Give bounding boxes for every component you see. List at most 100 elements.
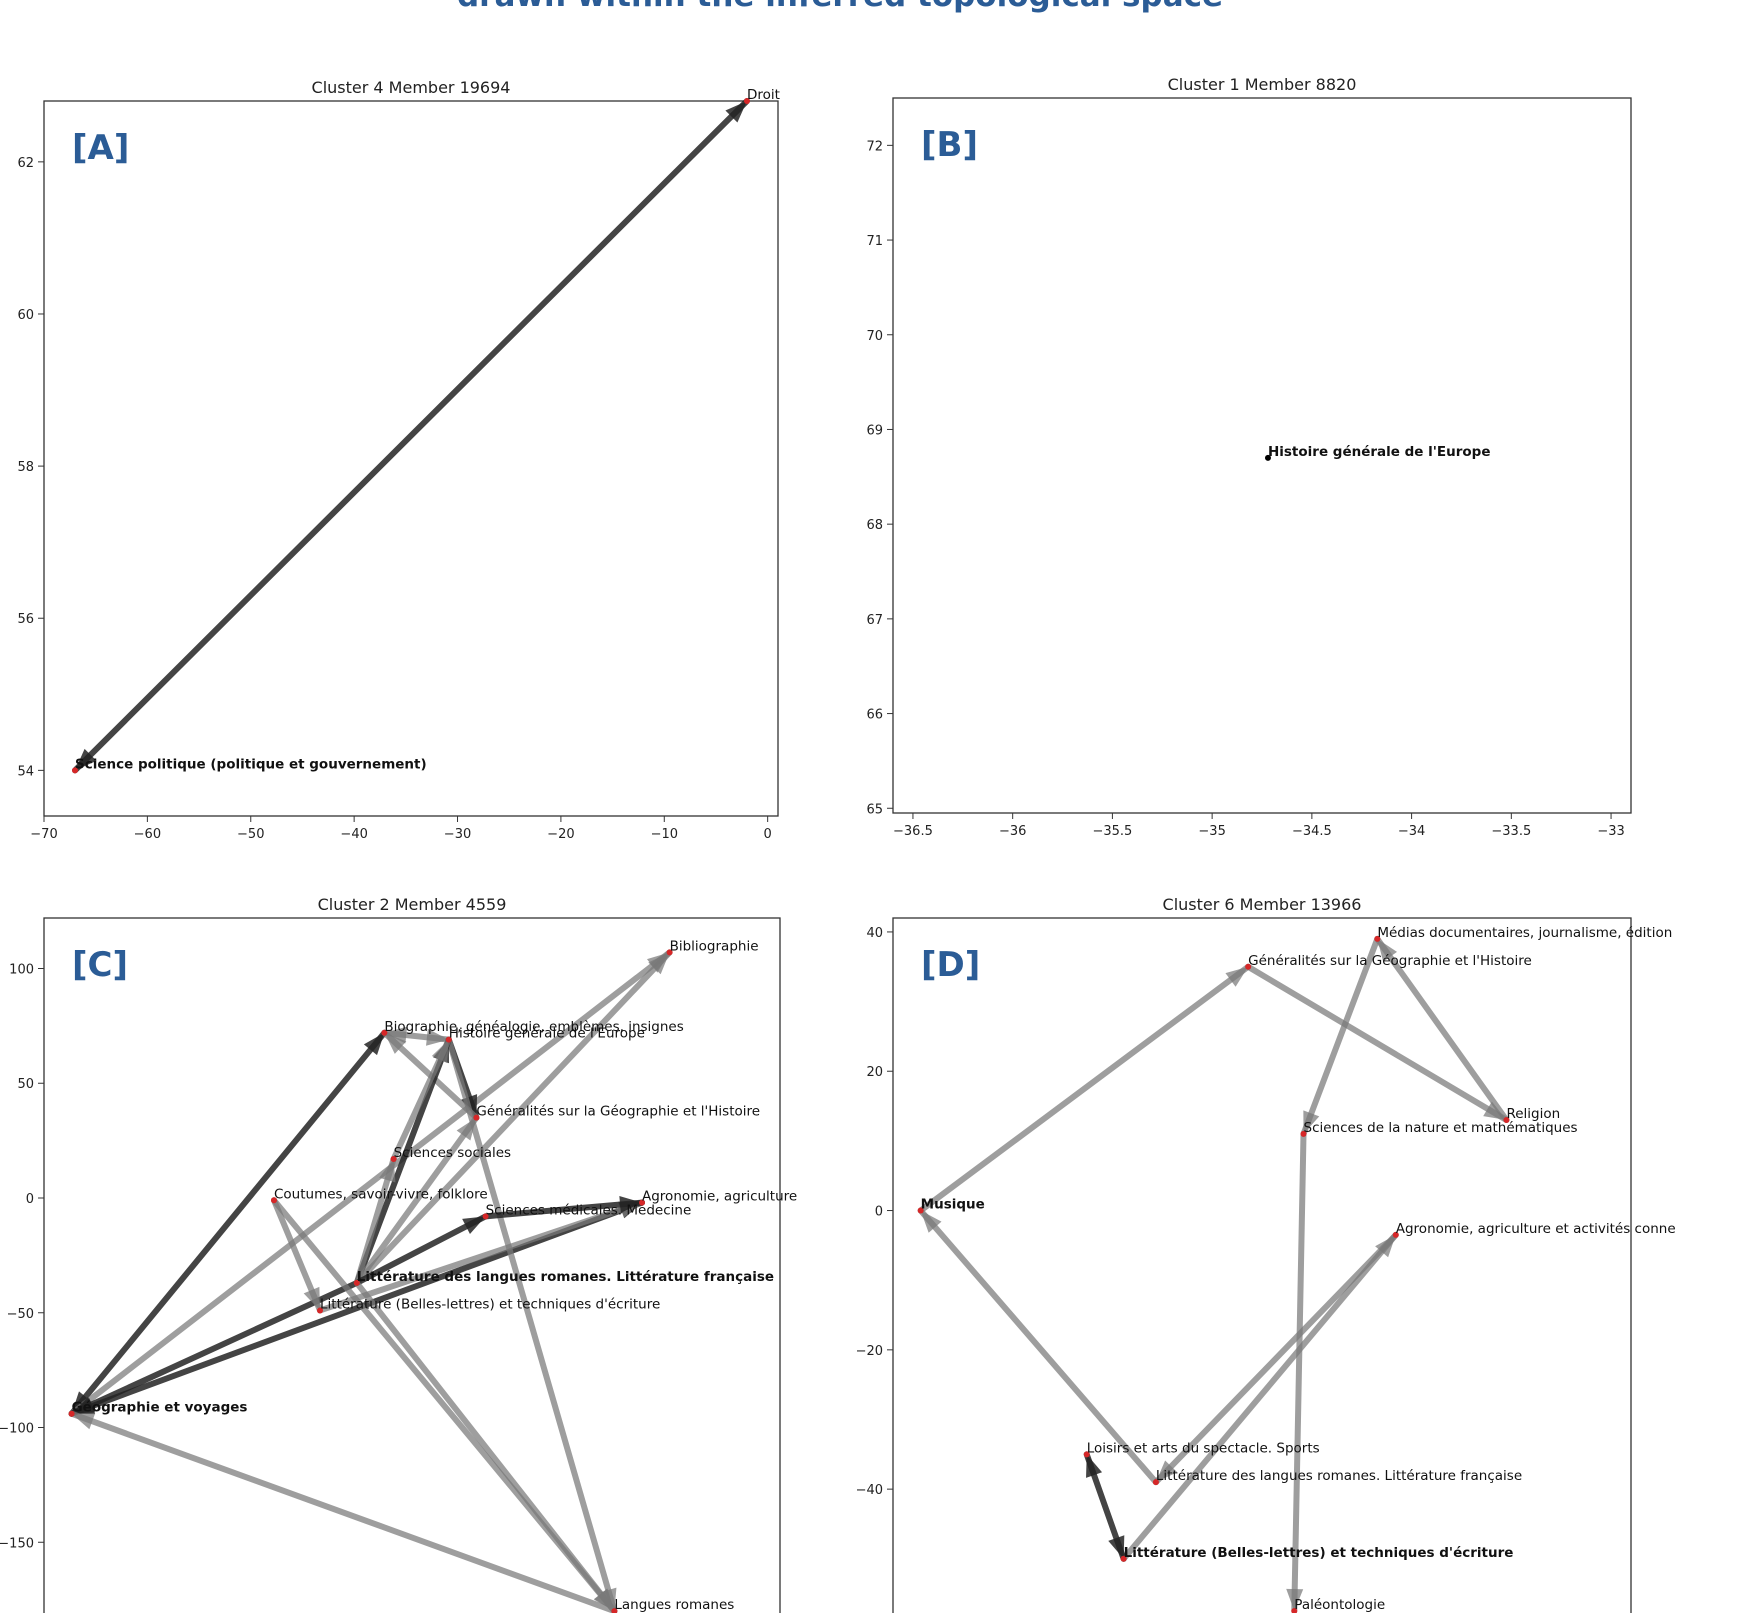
network-edge <box>72 98 750 774</box>
panel-title: Cluster 1 Member 8820 <box>1168 75 1357 94</box>
edge-arrowhead <box>462 1216 486 1235</box>
node-label: Paléontologie <box>1294 1597 1385 1613</box>
network-edge <box>1245 963 1510 1123</box>
edge-arrowhead <box>1377 938 1398 962</box>
y-tick-label: 69 <box>866 423 883 438</box>
x-tick-label: −30 <box>444 827 471 842</box>
y-tick-label: 60 <box>17 308 34 323</box>
edge-line <box>68 949 673 1417</box>
y-tick-label: 70 <box>866 329 883 344</box>
edge-line <box>1245 963 1510 1123</box>
network-edge <box>482 1196 645 1220</box>
edge-line <box>1152 1231 1399 1486</box>
node-label: Biographie, généalogie, emblèmes, insign… <box>384 1019 683 1035</box>
x-tick-label: −34 <box>1398 824 1425 839</box>
edge-arrowhead <box>426 1028 449 1046</box>
edge-line <box>1374 935 1510 1123</box>
network-edge <box>390 1036 452 1162</box>
network-edge <box>1152 1231 1399 1486</box>
network-edge <box>1083 1451 1127 1562</box>
y-tick-label: 56 <box>17 612 34 627</box>
x-tick-label: −33 <box>1597 824 1624 839</box>
y-tick-label: −40 <box>856 1483 883 1498</box>
panel-label: [D] <box>921 945 980 985</box>
edge-arrowhead <box>456 1117 477 1141</box>
node-label: Sciences de la nature et mathématiques <box>1304 1120 1578 1136</box>
edge-arrowhead <box>384 1032 407 1054</box>
network-node <box>1152 1479 1159 1486</box>
y-tick-label: 71 <box>866 234 883 249</box>
y-tick-label: −150 <box>0 1536 34 1551</box>
edge-line <box>68 1410 618 1613</box>
x-tick-label: −40 <box>340 827 367 842</box>
network-edge <box>68 1410 618 1613</box>
network-node <box>473 1114 480 1121</box>
network-edge <box>1374 935 1510 1123</box>
plot-frame <box>892 917 1632 1613</box>
panel-label: [C] <box>72 945 128 985</box>
figure-title: drawn within the inferred topological sp… <box>0 0 1680 14</box>
y-tick-label: −50 <box>7 1307 34 1322</box>
node-label: Agronomie, agriculture <box>642 1189 797 1205</box>
node-label: Sciences médicales. Médecine <box>486 1202 692 1218</box>
network-node <box>271 1197 277 1204</box>
x-tick-label: −10 <box>651 827 678 842</box>
chart-panel-1: Cluster 4 Member 19694 [A] −70 −60 −50 −40 −30… <box>17 78 779 842</box>
node-label: Histoire générale de l'Europe <box>449 1026 645 1042</box>
network-node <box>639 1199 645 1206</box>
edge-line <box>353 1114 480 1286</box>
y-tick-label: −100 <box>0 1422 34 1437</box>
network-node <box>611 1608 618 1613</box>
node-label: Science politique (politique et gouverne… <box>75 756 427 772</box>
edge-arrowhead <box>363 1032 385 1056</box>
y-tick-label: 65 <box>866 802 883 817</box>
y-tick-label: 66 <box>866 708 883 723</box>
y-tick-label: −20 <box>856 1344 883 1359</box>
network-edge <box>917 963 1252 1214</box>
network-node <box>1392 1231 1399 1238</box>
edge-arrowhead <box>379 1158 396 1183</box>
edge-arrowhead <box>71 1396 96 1414</box>
network-edge <box>353 949 673 1286</box>
node-label: Langues romanes <box>614 1597 734 1613</box>
panel-title: Cluster 4 Member 19694 <box>312 78 511 97</box>
plot-frame <box>892 97 1632 814</box>
edge-line <box>68 1199 645 1417</box>
network-edge <box>271 1197 323 1314</box>
node-label: Coutumes, savoir-vivre, folklore <box>274 1186 488 1202</box>
network-node <box>381 1029 388 1036</box>
y-tick-label: 0 <box>26 1192 34 1207</box>
node-label: Religion <box>1506 1106 1560 1122</box>
edge-line <box>68 1279 360 1417</box>
y-tick-label: 20 <box>866 1065 883 1080</box>
network-node <box>353 1279 360 1286</box>
panel-label: [A] <box>72 128 129 168</box>
x-tick-label: −35.5 <box>1092 824 1132 839</box>
network-edge <box>917 1207 1159 1486</box>
node-label: Bibliographie <box>670 938 759 954</box>
edge-arrowhead <box>303 1286 320 1311</box>
edge-arrowhead <box>619 1196 642 1213</box>
network-node <box>917 1207 924 1214</box>
x-tick-label: −60 <box>134 827 161 842</box>
edge-line <box>917 963 1252 1214</box>
network-node <box>666 949 673 956</box>
edge-line <box>1120 1231 1399 1562</box>
edge-arrowhead <box>920 1210 942 1233</box>
node-label: Musique <box>921 1197 985 1213</box>
x-tick-label: −36.5 <box>893 824 933 839</box>
network-edge <box>353 1155 397 1286</box>
edge-line <box>1291 1130 1307 1613</box>
edge-line <box>482 1199 645 1220</box>
edge-line <box>1300 935 1381 1137</box>
edge-arrowhead <box>384 1026 408 1044</box>
y-tick-label: 0 <box>875 1205 883 1220</box>
y-tick-label: 67 <box>866 613 883 628</box>
network-edge <box>381 1026 452 1046</box>
network-node <box>1300 1130 1307 1137</box>
node-label: Histoire générale de l'Europe <box>1268 444 1491 460</box>
edge-arrowhead <box>75 748 97 771</box>
network-node <box>1083 1451 1090 1458</box>
edge-line <box>317 1199 645 1314</box>
